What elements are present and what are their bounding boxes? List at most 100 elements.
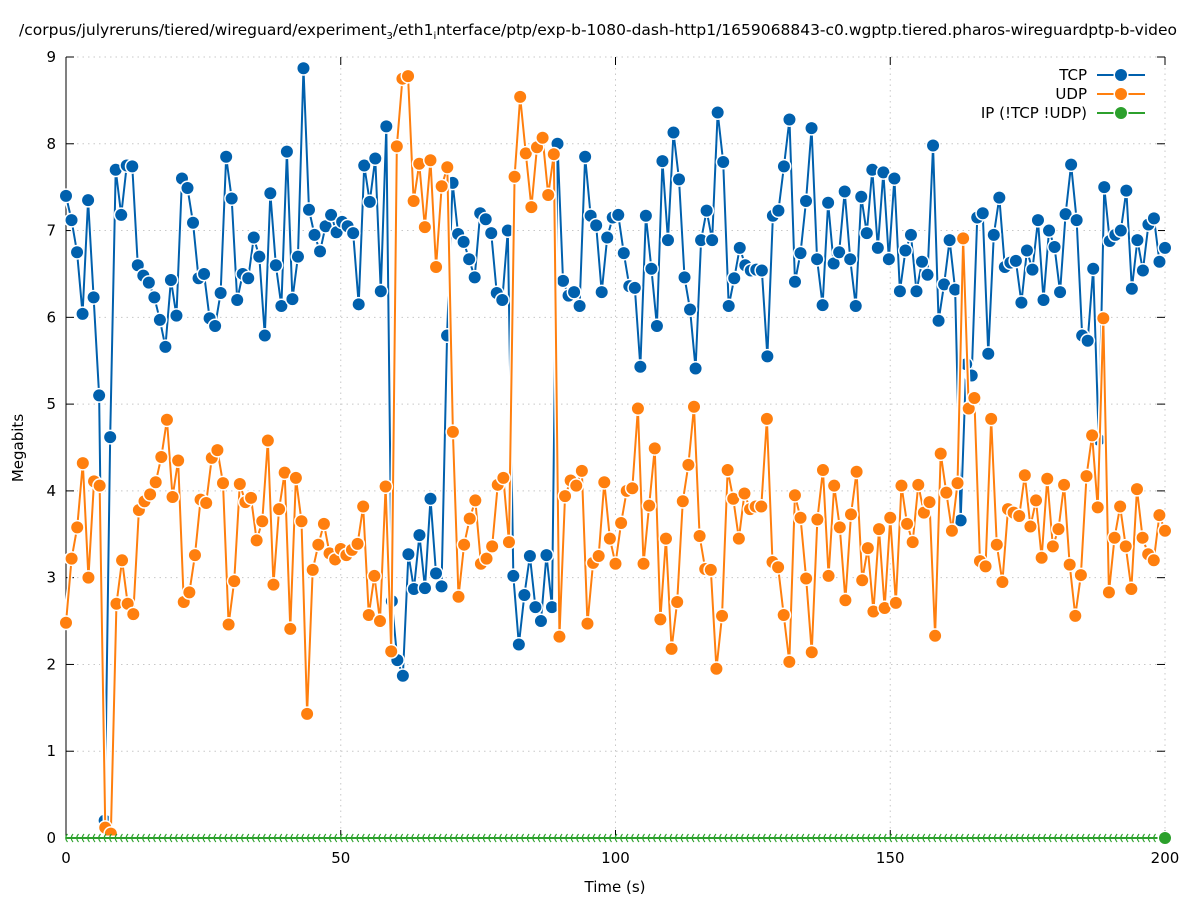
data-point: [81, 833, 85, 843]
data-point: [598, 476, 611, 489]
data-point: [1153, 833, 1156, 843]
data-point: [794, 511, 807, 524]
data-point: [127, 608, 140, 621]
data-point: [553, 630, 566, 643]
data-point: [258, 329, 271, 342]
data-point: [838, 185, 851, 198]
data-point: [65, 552, 78, 565]
data-point: [688, 400, 700, 413]
data-point: [639, 209, 652, 222]
data-point: [362, 608, 375, 621]
data-point: [508, 170, 521, 183]
data-point: [894, 833, 898, 843]
data-point: [374, 285, 387, 298]
data-point: [198, 267, 211, 280]
data-point: [1004, 833, 1008, 843]
data-point: [659, 532, 672, 545]
data-point: [291, 250, 304, 263]
chart-title: /corpus/julyreruns/tiered/wireguard/expe…: [19, 21, 1177, 42]
data-point: [620, 833, 623, 843]
data-point: [680, 833, 684, 843]
data-point: [230, 833, 233, 843]
data-point: [120, 833, 123, 843]
data-point: [537, 833, 541, 843]
data-point: [721, 464, 734, 477]
data-point: [631, 833, 634, 843]
data-point: [774, 833, 777, 843]
data-point: [784, 833, 788, 843]
data-point: [871, 241, 884, 254]
data-point: [497, 471, 510, 484]
data-point: [301, 707, 314, 720]
data-point: [1063, 558, 1076, 571]
data-point: [374, 615, 386, 628]
data-point: [76, 833, 79, 843]
data-point: [667, 126, 680, 139]
data-point: [746, 833, 750, 843]
data-point: [312, 833, 316, 843]
data-point: [816, 299, 829, 312]
x-tick-label: 0: [61, 849, 71, 867]
data-point: [724, 833, 728, 843]
data-point: [224, 833, 228, 843]
data-point: [109, 163, 122, 176]
data-point: [996, 576, 1009, 589]
data-point: [565, 833, 569, 843]
data-point: [1074, 569, 1087, 582]
data-point: [514, 90, 527, 103]
data-point: [60, 616, 72, 629]
data-point: [777, 608, 790, 621]
data-point: [954, 514, 967, 527]
data-point: [262, 833, 266, 843]
data-point: [650, 320, 663, 333]
data-point: [625, 833, 629, 843]
data-point: [103, 833, 107, 843]
data-point: [1015, 296, 1028, 309]
data-point: [828, 833, 832, 843]
data-point: [543, 833, 547, 843]
data-point: [823, 833, 827, 843]
data-point: [1030, 494, 1043, 507]
data-point: [523, 549, 536, 562]
data-point: [1136, 264, 1149, 277]
data-point: [1125, 582, 1138, 595]
data-point: [1031, 214, 1044, 227]
data-point: [1009, 254, 1022, 267]
data-point: [424, 492, 437, 505]
data-point: [1147, 833, 1151, 843]
data-point: [251, 833, 255, 843]
y-tick-label: 2: [46, 655, 56, 673]
data-point: [469, 494, 482, 507]
data-point: [661, 234, 674, 247]
data-point: [609, 833, 612, 843]
data-point: [1159, 524, 1171, 537]
data-point: [1076, 833, 1080, 843]
data-point: [895, 479, 908, 492]
data-point: [339, 833, 343, 843]
data-point: [684, 303, 697, 316]
data-point: [710, 662, 723, 675]
data-point: [402, 548, 415, 561]
data-point: [295, 515, 308, 528]
data-point: [213, 833, 217, 843]
data-point: [202, 833, 206, 843]
data-point: [822, 569, 835, 582]
data-point: [496, 293, 509, 306]
data-point: [1114, 833, 1118, 843]
data-point: [368, 569, 381, 582]
data-point: [884, 511, 897, 524]
data-point: [1080, 470, 1093, 483]
data-point: [656, 155, 669, 168]
data-point: [369, 152, 382, 165]
legend-label: IP (!TCP !UDP): [981, 104, 1087, 122]
data-point: [1119, 540, 1132, 553]
data-point: [916, 255, 929, 268]
data-point: [889, 596, 902, 609]
data-point: [867, 833, 871, 843]
data-point: [540, 549, 553, 562]
data-point: [945, 524, 958, 537]
data-point: [197, 833, 200, 843]
data-point: [921, 268, 934, 281]
data-point: [968, 392, 981, 405]
